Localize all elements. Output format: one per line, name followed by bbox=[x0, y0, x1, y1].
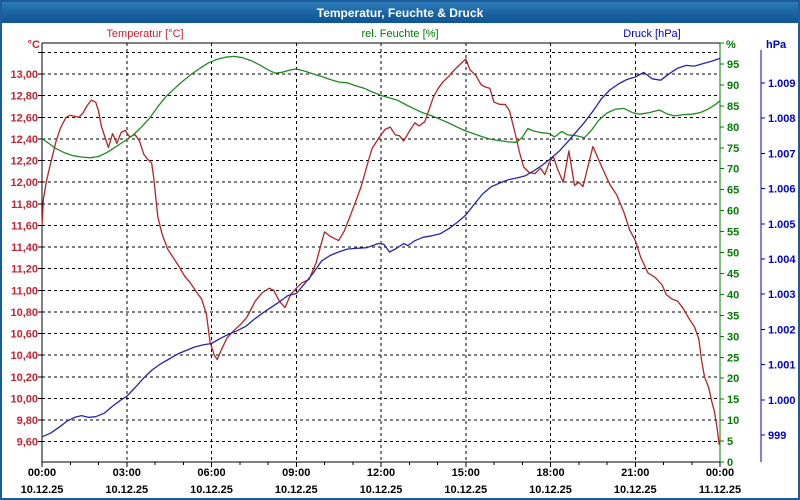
pres-tick-label: 1.009 bbox=[768, 78, 796, 90]
temp-tick-label: 11,00 bbox=[11, 285, 38, 297]
hum-tick-label: 10 bbox=[727, 415, 739, 427]
x-date-label: 11.12.25 bbox=[699, 484, 741, 496]
temp-tick-label: 13,00 bbox=[10, 69, 38, 81]
temp-tick-label: 12,80 bbox=[10, 91, 38, 103]
x-time-label: 03:00 bbox=[113, 467, 141, 479]
pres-tick-label: 1.003 bbox=[768, 289, 796, 301]
temp-axis-unit: °C bbox=[27, 39, 40, 51]
hum-tick-label: 5 bbox=[727, 436, 733, 448]
hum-tick-label: 70 bbox=[727, 164, 739, 176]
pres-tick-label: 1.008 bbox=[768, 113, 796, 125]
hum-tick-label: 0 bbox=[727, 457, 733, 469]
x-time-label: 09:00 bbox=[282, 467, 310, 479]
pres-tick-label: 1.001 bbox=[768, 360, 796, 372]
pres-tick-label: 1.004 bbox=[768, 254, 796, 266]
window-title: Temperatur, Feuchte & Druck bbox=[316, 5, 484, 20]
hum-tick-label: 20 bbox=[727, 373, 739, 385]
temp-tick-label: 12,60 bbox=[10, 112, 38, 124]
temp-tick-label: 10,80 bbox=[10, 307, 38, 319]
temp-tick-label: 12,40 bbox=[10, 134, 38, 146]
x-date-label: 10.12.25 bbox=[105, 484, 148, 496]
hum-tick-label: 60 bbox=[727, 206, 739, 218]
x-time-label: 12:00 bbox=[367, 467, 395, 479]
hum-tick-label: 95 bbox=[727, 59, 739, 71]
temp-tick-label: 12,20 bbox=[10, 156, 38, 168]
hum-tick-label: 85 bbox=[727, 101, 739, 113]
hum-tick-label: 35 bbox=[727, 310, 739, 322]
temp-tick-label: 10,40 bbox=[10, 350, 38, 362]
pres-tick-label: 1.000 bbox=[768, 395, 796, 407]
hum-tick-label: 30 bbox=[727, 331, 739, 343]
x-date-label: 10.12.25 bbox=[444, 484, 487, 496]
series-pres bbox=[41, 57, 721, 438]
x-date-label: 10.12.25 bbox=[275, 484, 318, 496]
pres-tick-label: 999 bbox=[768, 430, 786, 442]
pres-axis: 1.009 1.008 1.007 1.006 1.005 1.004 1.003 1.002… bbox=[760, 50, 796, 462]
pres-axis-unit: hPa bbox=[766, 39, 787, 51]
temp-tick-label: 11,40 bbox=[11, 242, 38, 254]
legend-temperature: Temperatur [°C] bbox=[106, 28, 184, 40]
x-date-label: 10.12.25 bbox=[529, 484, 572, 496]
temp-tick-label: 9,80 bbox=[17, 415, 38, 427]
x-time-label: 15:00 bbox=[452, 467, 480, 479]
hum-tick-label: 90 bbox=[727, 80, 739, 92]
hum-tick-label: 15 bbox=[727, 394, 739, 406]
hum-tick-label: 45 bbox=[727, 268, 739, 280]
temp-axis: 13,00 12,80 12,60 12,40 12,20 12,00 11,80 11,60… bbox=[10, 52, 42, 449]
temp-tick-label: 12,00 bbox=[10, 177, 38, 189]
hum-axis-unit: % bbox=[726, 39, 736, 51]
hum-tick-label: 40 bbox=[727, 289, 739, 301]
x-time-label: 21:00 bbox=[621, 467, 649, 479]
temp-tick-label: 11,60 bbox=[11, 220, 38, 232]
temp-tick-label: 10,60 bbox=[10, 329, 38, 341]
legend-pressure: Druck [hPa] bbox=[623, 28, 681, 40]
hum-tick-label: 50 bbox=[727, 248, 739, 260]
x-time-label: 18:00 bbox=[536, 467, 564, 479]
hum-tick-label: 75 bbox=[727, 143, 739, 155]
temp-tick-label: 11,20 bbox=[11, 264, 38, 276]
pres-tick-label: 1.002 bbox=[768, 324, 796, 336]
x-date-label: 10.12.25 bbox=[21, 484, 64, 496]
hum-tick-label: 65 bbox=[727, 185, 739, 197]
x-time-label: 00:00 bbox=[28, 467, 56, 479]
x-date-label: 10.12.25 bbox=[190, 484, 233, 496]
pres-tick-label: 1.006 bbox=[768, 184, 796, 196]
hum-tick-label: 80 bbox=[727, 122, 739, 134]
series-hum bbox=[41, 55, 721, 159]
hum-tick-label: 55 bbox=[727, 227, 739, 239]
x-time-label: 06:00 bbox=[197, 467, 225, 479]
pres-tick-label: 1.007 bbox=[768, 148, 796, 160]
legend-humidity: rel. Feuchte [%] bbox=[361, 28, 439, 40]
temp-tick-label: 10,00 bbox=[10, 393, 38, 405]
x-date-label: 10.12.25 bbox=[614, 484, 657, 496]
x-date-label: 10.12.25 bbox=[360, 484, 403, 496]
temp-tick-label: 11,80 bbox=[11, 199, 38, 211]
x-time-label: 00:00 bbox=[706, 467, 734, 479]
temp-tick-label: 10,20 bbox=[10, 372, 38, 384]
pres-tick-label: 1.005 bbox=[768, 219, 796, 231]
x-axis: 00:00 10.12.25 03:00 10.12.25 06:00 10.12.25 0… bbox=[21, 462, 741, 496]
window-title-bar: Temperatur, Feuchte & Druck bbox=[2, 2, 798, 23]
temp-tick-label: 9,60 bbox=[17, 437, 38, 449]
gridlines bbox=[42, 43, 720, 462]
hum-tick-label: 25 bbox=[727, 352, 739, 364]
